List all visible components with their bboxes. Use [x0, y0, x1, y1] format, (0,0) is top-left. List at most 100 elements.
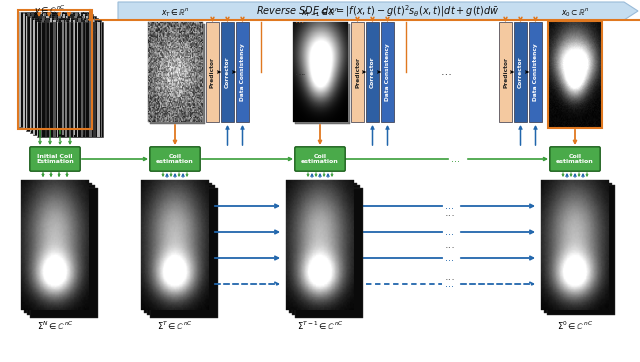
Bar — [33, 20, 101, 135]
Bar — [544, 182, 612, 312]
Bar — [147, 185, 215, 315]
Bar — [82, 16, 84, 131]
Bar — [89, 20, 91, 135]
Bar — [150, 24, 205, 123]
Text: ...: ... — [287, 67, 312, 77]
Bar — [41, 20, 42, 135]
Bar — [61, 20, 64, 135]
Bar — [150, 188, 218, 317]
Text: Coil
estimation: Coil estimation — [556, 153, 594, 164]
Bar — [529, 22, 542, 122]
Bar — [548, 21, 602, 128]
Bar — [54, 18, 56, 133]
Bar — [84, 22, 86, 137]
Bar — [295, 188, 363, 317]
Bar — [54, 16, 57, 131]
Bar — [26, 16, 27, 131]
Bar — [52, 22, 56, 137]
Bar — [141, 180, 209, 310]
Bar — [541, 180, 609, 310]
Bar — [86, 18, 88, 133]
Bar — [57, 20, 58, 135]
Bar — [69, 20, 70, 135]
Bar — [144, 182, 212, 312]
Text: ...: ... — [289, 15, 311, 25]
Bar — [90, 18, 93, 133]
Bar — [292, 185, 360, 315]
Text: Reverse SDE $dx = |f(x,t) - g(t)^2 s_\theta(x,t)|dt + g(t)d\bar{w}$: Reverse SDE $dx = |f(x,t) - g(t)^2 s_\th… — [256, 3, 500, 19]
Bar — [86, 14, 90, 129]
Bar — [18, 10, 92, 129]
Text: Coil
estimation: Coil estimation — [156, 153, 194, 164]
Bar — [34, 16, 35, 131]
Bar — [27, 185, 95, 315]
Bar — [86, 16, 88, 131]
Bar — [46, 16, 49, 131]
Bar — [30, 188, 98, 317]
Bar — [36, 22, 103, 137]
Bar — [65, 22, 67, 137]
Bar — [37, 20, 38, 135]
Text: ..: .. — [89, 25, 100, 35]
Bar — [77, 20, 78, 135]
Bar — [42, 18, 44, 133]
Text: Predictor: Predictor — [503, 56, 508, 88]
Bar — [33, 18, 35, 133]
Bar — [19, 12, 21, 127]
Bar — [49, 18, 51, 133]
Text: ...: ... — [296, 67, 305, 77]
Bar — [43, 12, 46, 127]
Bar — [45, 18, 49, 133]
Text: ...: ... — [451, 154, 460, 164]
Bar — [514, 22, 527, 122]
Bar — [499, 22, 512, 122]
Bar — [35, 12, 36, 127]
Text: Data Consistency: Data Consistency — [533, 43, 538, 101]
Bar — [58, 16, 59, 131]
Bar — [83, 14, 84, 129]
FancyBboxPatch shape — [295, 147, 345, 171]
Bar — [71, 12, 73, 127]
Bar — [97, 22, 99, 137]
Bar — [70, 16, 71, 131]
Bar — [75, 12, 78, 127]
Bar — [221, 22, 234, 122]
Bar — [63, 14, 65, 129]
Bar — [21, 180, 89, 310]
Bar — [47, 12, 49, 127]
Bar — [68, 22, 70, 137]
Bar — [90, 16, 93, 131]
Polygon shape — [118, 2, 638, 20]
Bar — [38, 16, 40, 131]
FancyBboxPatch shape — [150, 147, 200, 171]
Bar — [294, 24, 349, 123]
Bar — [286, 180, 354, 310]
Text: ...: ... — [434, 67, 459, 77]
Bar — [85, 20, 86, 135]
Bar — [93, 20, 94, 135]
Bar — [74, 18, 77, 133]
Text: Corrector: Corrector — [518, 56, 523, 88]
Text: Corrector: Corrector — [225, 56, 230, 88]
Text: $y \in \mathbb{C}^{nC}$: $y \in \mathbb{C}^{nC}$ — [34, 4, 66, 18]
Bar — [88, 22, 92, 137]
Text: $\Sigma^N \in \mathbb{C}^{nC}$: $\Sigma^N \in \mathbb{C}^{nC}$ — [36, 320, 74, 332]
Bar — [54, 14, 56, 129]
Bar — [51, 12, 52, 127]
Text: Corrector: Corrector — [370, 56, 375, 88]
Bar — [29, 18, 31, 133]
Text: Data Consistency: Data Consistency — [385, 43, 390, 101]
Bar — [81, 22, 83, 137]
Text: $\Sigma^T \in \mathbb{C}^{nC}$: $\Sigma^T \in \mathbb{C}^{nC}$ — [157, 320, 193, 332]
Bar — [49, 20, 50, 135]
Bar — [22, 14, 24, 129]
Bar — [33, 20, 35, 135]
Bar — [47, 14, 49, 129]
Bar — [62, 16, 63, 131]
Bar — [381, 22, 394, 122]
Text: $x_{T-1} \in \mathbb{R}^n$: $x_{T-1} \in \mathbb{R}^n$ — [301, 7, 339, 19]
Bar — [547, 185, 615, 315]
Bar — [59, 12, 62, 127]
Bar — [81, 20, 84, 135]
Text: ...: ... — [445, 201, 454, 211]
